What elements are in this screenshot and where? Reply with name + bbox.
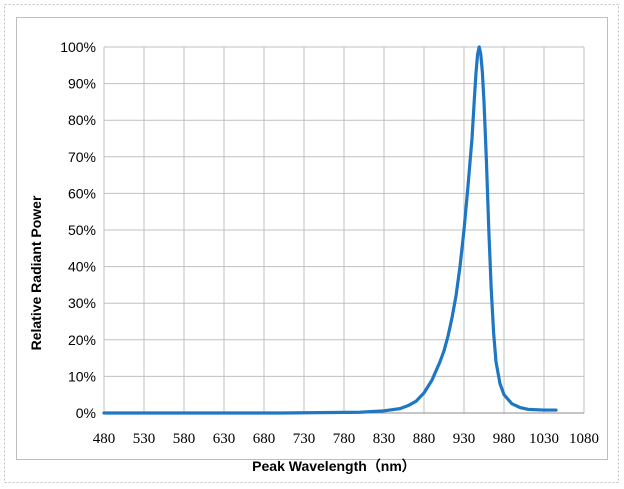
x-tick-label: 530 — [133, 431, 156, 447]
y-tick-label: 30% — [68, 295, 96, 311]
y-tick-label: 20% — [68, 332, 96, 348]
chart-border — [4, 4, 619, 483]
y-tick-label: 10% — [68, 368, 96, 384]
x-tick-label: 1030 — [529, 431, 559, 447]
x-tick-label: 630 — [213, 431, 236, 447]
series-line-0 — [102, 45, 558, 415]
x-tick-label: 480 — [93, 431, 116, 447]
y-tick-label: 60% — [68, 185, 96, 201]
y-axis-title: Relative Radiant Power — [28, 195, 44, 350]
y-tick-label: 90% — [68, 76, 96, 92]
x-tick-label: 730 — [293, 431, 316, 447]
y-tick-label: 70% — [68, 149, 96, 165]
y-tick-label: 80% — [68, 112, 96, 128]
y-tick-label: 100% — [60, 39, 96, 55]
chart-area-frame — [16, 17, 608, 460]
x-tick-label: 930 — [453, 431, 476, 447]
x-tick-label: 580 — [173, 431, 196, 447]
y-tick-label: 0% — [76, 405, 96, 421]
x-tick-label: 980 — [493, 431, 516, 447]
x-tick-label: 830 — [373, 431, 396, 447]
x-tick-label: 1080 — [569, 431, 599, 447]
y-tick-label: 50% — [68, 222, 96, 238]
x-tick-label: 780 — [333, 431, 356, 447]
x-tick-label: 680 — [253, 431, 276, 447]
y-tick-label: 40% — [68, 259, 96, 275]
x-tick-label: 880 — [413, 431, 436, 447]
x-axis-title: Peak Wavelength（nm） — [252, 458, 416, 474]
